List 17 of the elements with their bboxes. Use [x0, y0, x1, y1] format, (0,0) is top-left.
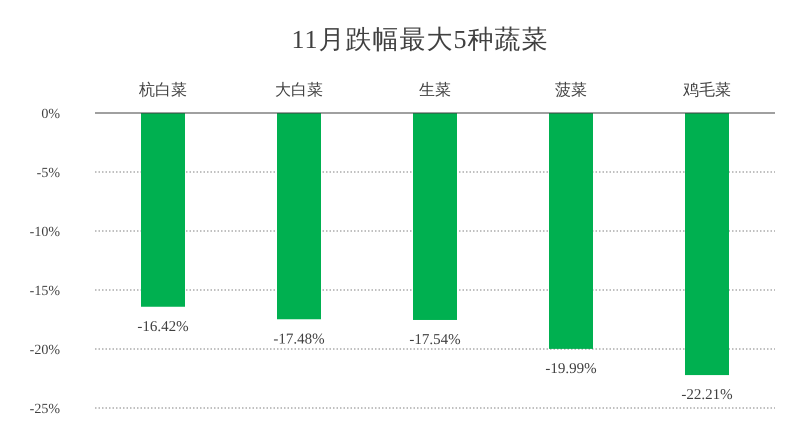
x-tick-label: 大白菜 [275, 81, 323, 99]
data-label: -17.54% [409, 332, 461, 348]
data-label: -16.42% [137, 318, 189, 335]
data-label: -19.99% [545, 360, 597, 377]
chart-title: 11月跌幅最大5种蔬菜 [291, 25, 549, 54]
y-tick-label: -20% [30, 343, 60, 358]
y-tick-label: -10% [30, 225, 60, 240]
x-tick-label: 杭白菜 [138, 81, 187, 99]
y-tick-label: 0% [41, 107, 60, 122]
data-label: -17.48% [273, 331, 325, 348]
y-tick-label: -15% [30, 284, 60, 299]
y-tick-label: -25% [30, 402, 60, 417]
x-tick-label: 菠菜 [555, 81, 587, 99]
data-label: -22.21% [681, 387, 733, 404]
y-tick-label: -5% [36, 166, 60, 181]
x-tick-label: 生菜 [419, 81, 451, 99]
x-tick-label: 鸡毛菜 [682, 81, 731, 99]
